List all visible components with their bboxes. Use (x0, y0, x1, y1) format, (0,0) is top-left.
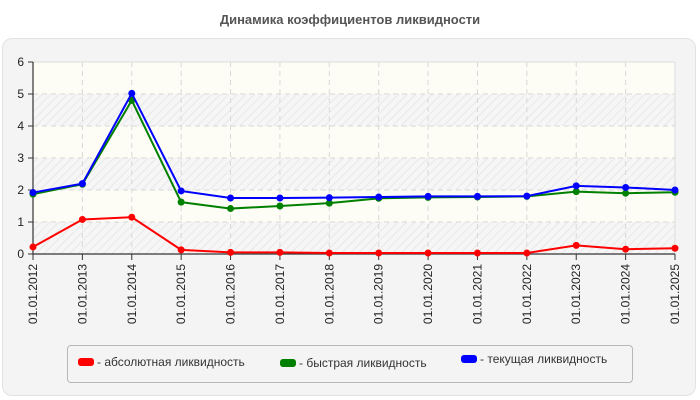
data-point[interactable] (572, 241, 580, 249)
x-tick-label: 01.01.2021 (470, 264, 484, 324)
y-tick-label: 6 (17, 55, 24, 69)
chart-title: Динамика коэффициентов ликвидности (219, 12, 481, 27)
x-tick-label: 01.01.2016 (224, 264, 238, 324)
series-line (29, 213, 679, 257)
x-tick-label: 01.01.2015 (174, 264, 188, 324)
data-series (29, 89, 679, 257)
data-point[interactable] (325, 249, 333, 257)
data-point[interactable] (325, 199, 333, 207)
x-tick-label: 01.01.2019 (372, 264, 386, 324)
x-tick-label: 01.01.2022 (520, 264, 534, 324)
data-point[interactable] (128, 213, 136, 221)
data-point[interactable] (29, 243, 37, 251)
legend-item-absolute: - абсолютная ликвидность (78, 355, 245, 369)
data-point[interactable] (128, 89, 136, 97)
x-tick-label: 01.01.2025 (668, 264, 682, 324)
data-point[interactable] (523, 249, 531, 257)
legend-item-quick: - быстрая ликвидность (280, 356, 427, 370)
data-point[interactable] (227, 194, 235, 202)
data-point[interactable] (375, 249, 383, 257)
data-point[interactable] (78, 215, 86, 223)
blue-swatch-icon (461, 355, 477, 363)
data-point[interactable] (424, 249, 432, 257)
data-point[interactable] (276, 202, 284, 210)
legend-label: - быстрая ликвидность (299, 356, 427, 370)
data-point[interactable] (523, 192, 531, 200)
y-tick-label: 1 (17, 215, 24, 229)
series-line (29, 89, 679, 202)
x-tick-label: 01.01.2013 (75, 264, 89, 324)
data-point[interactable] (622, 245, 630, 253)
legend: - абсолютная ликвидность - быстрая ликви… (67, 345, 633, 383)
data-point[interactable] (622, 189, 630, 197)
x-tick-label: 01.01.2024 (619, 264, 633, 324)
legend-item-current: - текущая ликвидность (461, 352, 607, 366)
data-point[interactable] (572, 182, 580, 190)
x-tick-label: 01.01.2023 (569, 264, 583, 324)
data-point[interactable] (276, 194, 284, 202)
data-point[interactable] (671, 244, 679, 252)
data-point[interactable] (325, 194, 333, 202)
y-tick-label: 0 (17, 247, 24, 261)
legend-label: - текущая ликвидность (480, 352, 608, 366)
data-point[interactable] (473, 249, 481, 257)
data-point[interactable] (177, 198, 185, 206)
data-point[interactable] (572, 188, 580, 196)
x-tick-label: 01.01.2018 (322, 264, 336, 324)
data-point[interactable] (375, 193, 383, 201)
data-point[interactable] (276, 248, 284, 256)
data-point[interactable] (424, 192, 432, 200)
x-tick-label: 01.01.2012 (26, 264, 40, 324)
data-point[interactable] (227, 248, 235, 256)
y-tick-label: 4 (17, 119, 24, 133)
data-point[interactable] (671, 186, 679, 194)
axes: 0 1 2 3 4 5 6 01.01.2012 01.01.2013 01.01.2014 01.… (17, 55, 682, 324)
data-point[interactable] (78, 180, 86, 188)
y-tick-label: 5 (17, 87, 24, 101)
data-point[interactable] (473, 192, 481, 200)
data-point[interactable] (622, 183, 630, 191)
x-tick-label: 01.01.2014 (125, 264, 139, 324)
y-tick-label: 2 (17, 183, 24, 197)
legend-label: - абсолютная ликвидность (97, 355, 245, 369)
y-tick-label: 3 (17, 151, 24, 165)
x-tick-label: 01.01.2017 (273, 264, 287, 324)
x-tick-label: 01.01.2020 (421, 264, 435, 324)
plot-background (33, 62, 675, 254)
red-swatch-icon (78, 358, 94, 366)
green-swatch-icon (280, 359, 296, 367)
data-point[interactable] (227, 205, 235, 213)
data-point[interactable] (29, 189, 37, 197)
data-point[interactable] (177, 246, 185, 254)
data-point[interactable] (177, 187, 185, 195)
